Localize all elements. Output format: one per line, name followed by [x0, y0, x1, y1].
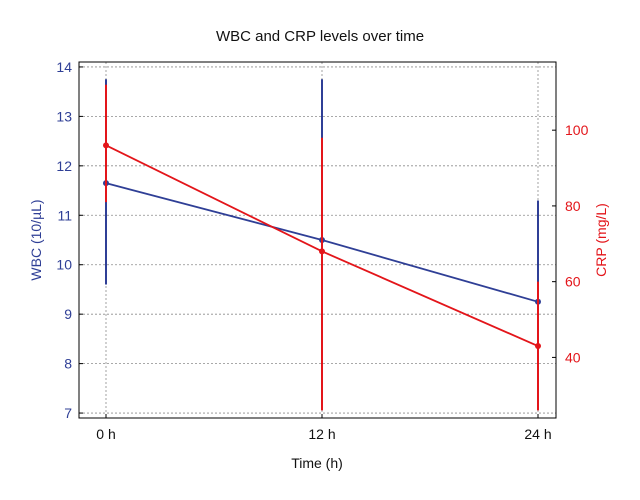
series-crp: [103, 84, 541, 411]
x-axis-label: Time (h): [291, 455, 343, 471]
left-y-tick-label: 9: [64, 306, 72, 322]
x-tick-label: 0 h: [96, 426, 115, 442]
left-y-tick-label: 12: [56, 158, 72, 174]
left-y-tick-label: 13: [56, 108, 72, 124]
crp-point: [535, 343, 541, 350]
left-axis-label: WBC (10/µL): [28, 199, 44, 280]
left-y-tick-label: 7: [64, 405, 72, 421]
grid: [79, 62, 556, 418]
right-y-tick-label: 100: [565, 122, 589, 138]
left-y-tick-label: 11: [57, 207, 72, 223]
right-y-axis: 40 60 80 100: [552, 122, 589, 365]
series-layer: [103, 79, 541, 411]
x-tick-label: 24 h: [524, 426, 551, 442]
left-y-tick-label: 10: [56, 257, 72, 273]
right-axis-label: CRP (mg/L): [593, 203, 609, 277]
right-y-tick-label: 40: [565, 349, 581, 365]
left-y-tick-label: 8: [64, 356, 72, 372]
chart-title: WBC and CRP levels over time: [216, 28, 424, 45]
right-y-tick-label: 60: [565, 274, 581, 290]
x-axis: 0 h 12 h 24 h: [96, 414, 552, 442]
crp-point: [319, 248, 325, 255]
right-y-tick-label: 80: [565, 198, 581, 214]
crp-point: [103, 142, 109, 149]
plot-frame: [78, 61, 557, 419]
x-tick-label: 12 h: [308, 426, 335, 442]
left-y-tick-label: 14: [56, 59, 72, 75]
left-y-axis: 7 8 9 10 11 12 13 14: [56, 59, 83, 421]
